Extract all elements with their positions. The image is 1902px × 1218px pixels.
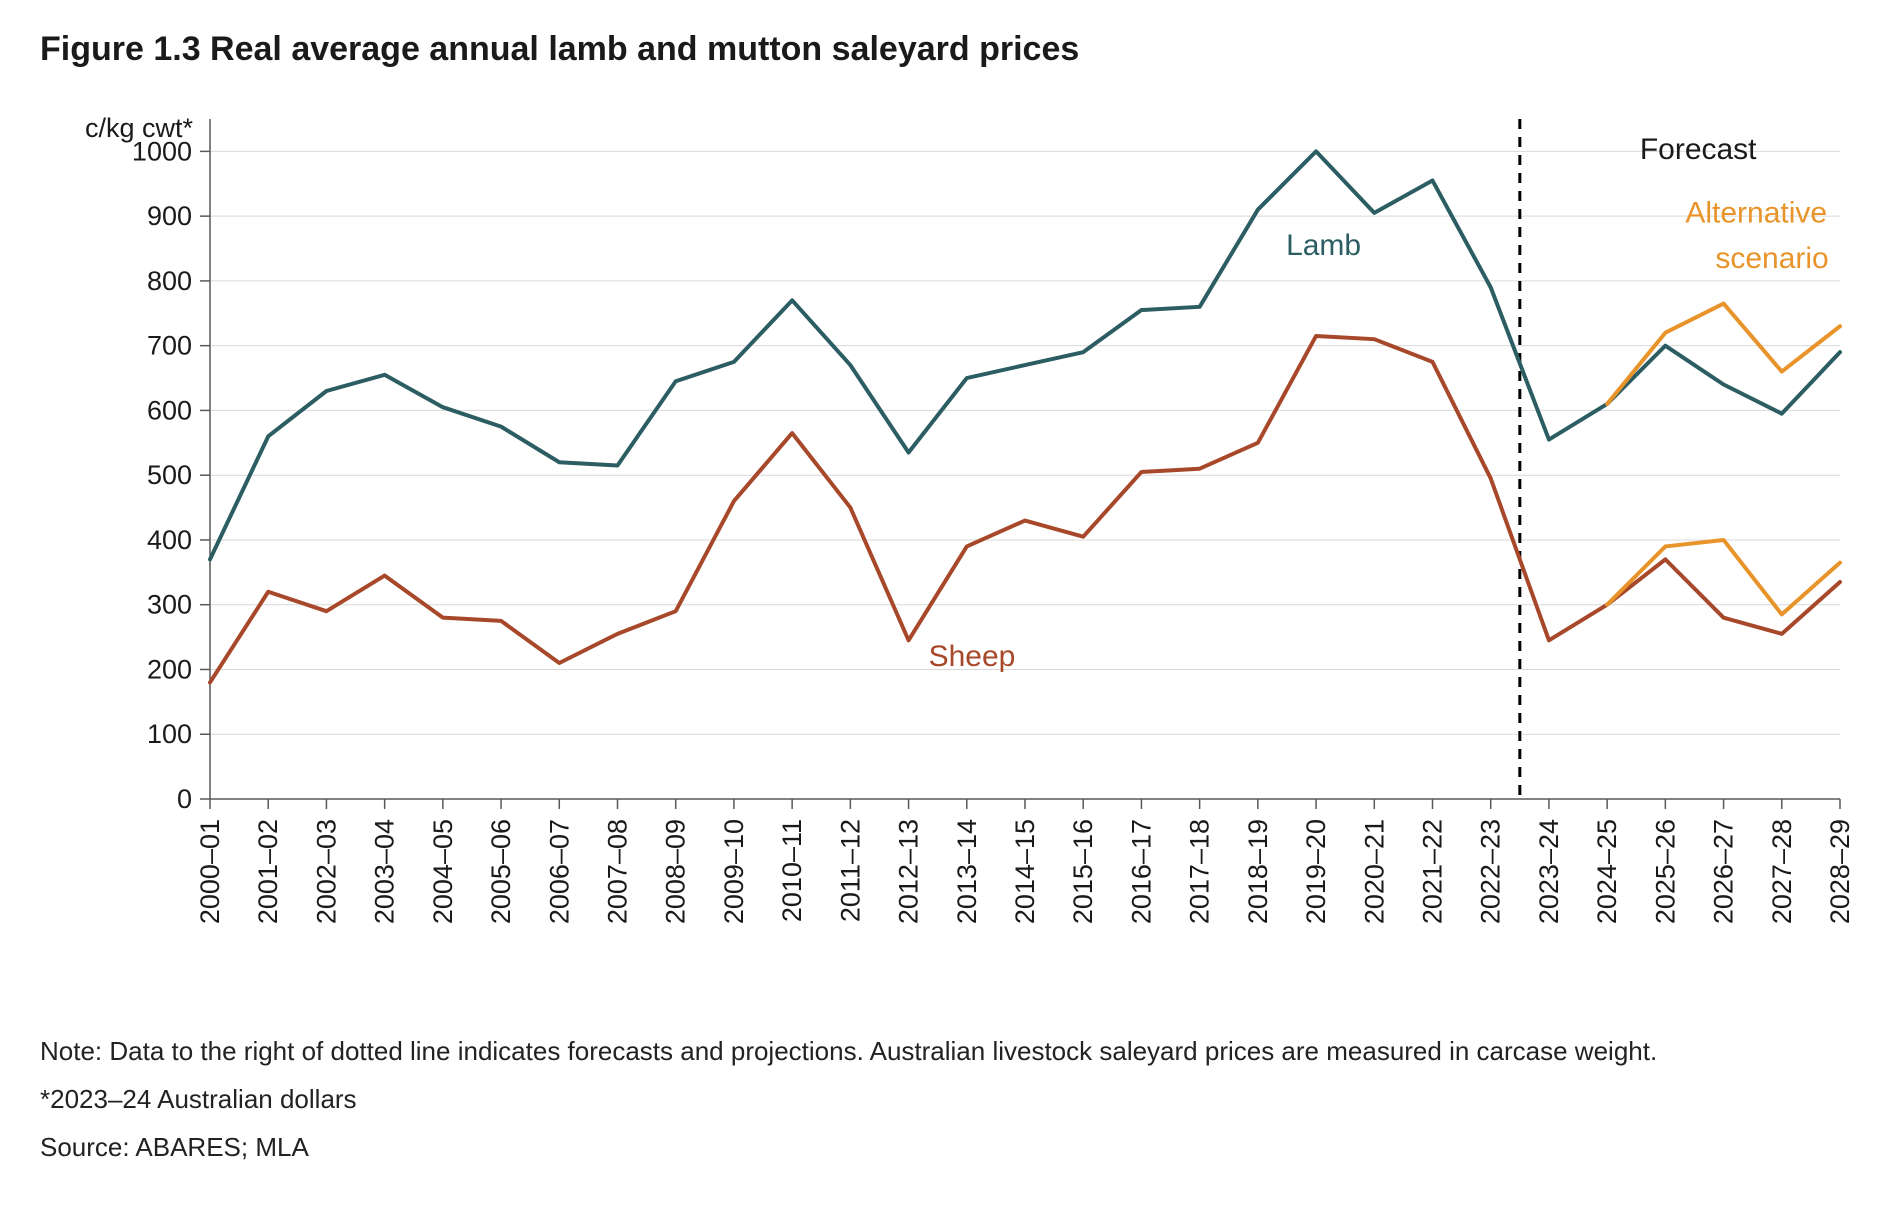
svg-text:2016–17: 2016–17 xyxy=(1126,819,1156,924)
note-line-2: *2023–24 Australian dollars xyxy=(40,1077,1862,1121)
svg-text:400: 400 xyxy=(147,525,192,555)
svg-text:2027–28: 2027–28 xyxy=(1767,819,1797,924)
svg-text:500: 500 xyxy=(147,460,192,490)
svg-text:2015–16: 2015–16 xyxy=(1068,819,1098,924)
svg-text:2008–09: 2008–09 xyxy=(661,819,691,924)
svg-text:600: 600 xyxy=(147,395,192,425)
svg-text:scenario: scenario xyxy=(1715,242,1828,275)
svg-text:2007–08: 2007–08 xyxy=(603,819,633,924)
figure-title: Figure 1.3 Real average annual lamb and … xyxy=(40,30,1862,69)
svg-text:2004–05: 2004–05 xyxy=(428,819,458,924)
svg-text:800: 800 xyxy=(147,266,192,296)
svg-text:Sheep: Sheep xyxy=(929,640,1016,673)
svg-text:2011–12: 2011–12 xyxy=(835,819,865,922)
svg-text:700: 700 xyxy=(147,331,192,361)
svg-text:c/kg cwt*: c/kg cwt* xyxy=(85,113,194,143)
svg-text:2017–18: 2017–18 xyxy=(1185,819,1215,924)
svg-text:2003–04: 2003–04 xyxy=(370,819,400,924)
svg-text:2025–26: 2025–26 xyxy=(1650,819,1680,924)
svg-text:0: 0 xyxy=(177,784,192,814)
figure-notes: Note: Data to the right of dotted line i… xyxy=(40,1029,1862,1170)
svg-text:2002–03: 2002–03 xyxy=(311,819,341,924)
note-line-3: Source: ABARES; MLA xyxy=(40,1125,1862,1169)
svg-text:2018–19: 2018–19 xyxy=(1243,819,1273,924)
svg-text:2021–22: 2021–22 xyxy=(1418,819,1448,924)
svg-text:2010–11: 2010–11 xyxy=(777,819,807,922)
svg-text:2020–21: 2020–21 xyxy=(1359,819,1389,924)
svg-text:2019–20: 2019–20 xyxy=(1301,819,1331,924)
svg-text:300: 300 xyxy=(147,590,192,620)
chart: 01002003004005006007008009001000c/kg cwt… xyxy=(40,89,1860,989)
svg-text:900: 900 xyxy=(147,201,192,231)
svg-text:200: 200 xyxy=(147,654,192,684)
svg-text:2006–07: 2006–07 xyxy=(544,819,574,924)
svg-text:2014–15: 2014–15 xyxy=(1010,819,1040,924)
chart-svg: 01002003004005006007008009001000c/kg cwt… xyxy=(40,89,1860,989)
svg-text:2026–27: 2026–27 xyxy=(1709,819,1739,924)
svg-text:2009–10: 2009–10 xyxy=(719,819,749,924)
svg-text:2024–25: 2024–25 xyxy=(1592,819,1622,924)
note-line-1: Note: Data to the right of dotted line i… xyxy=(40,1029,1862,1073)
svg-text:Alternative: Alternative xyxy=(1685,197,1827,230)
svg-text:100: 100 xyxy=(147,719,192,749)
svg-text:2028–29: 2028–29 xyxy=(1825,819,1855,924)
svg-text:2000–01: 2000–01 xyxy=(195,819,225,924)
svg-text:Lamb: Lamb xyxy=(1286,229,1361,262)
figure-container: Figure 1.3 Real average annual lamb and … xyxy=(0,0,1902,1218)
svg-text:Forecast: Forecast xyxy=(1640,133,1757,166)
svg-text:2013–14: 2013–14 xyxy=(952,819,982,924)
svg-text:2005–06: 2005–06 xyxy=(486,819,516,924)
svg-text:2012–13: 2012–13 xyxy=(894,819,924,924)
svg-text:2001–02: 2001–02 xyxy=(253,819,283,924)
svg-text:2022–23: 2022–23 xyxy=(1476,819,1506,924)
svg-text:2023–24: 2023–24 xyxy=(1534,819,1564,924)
